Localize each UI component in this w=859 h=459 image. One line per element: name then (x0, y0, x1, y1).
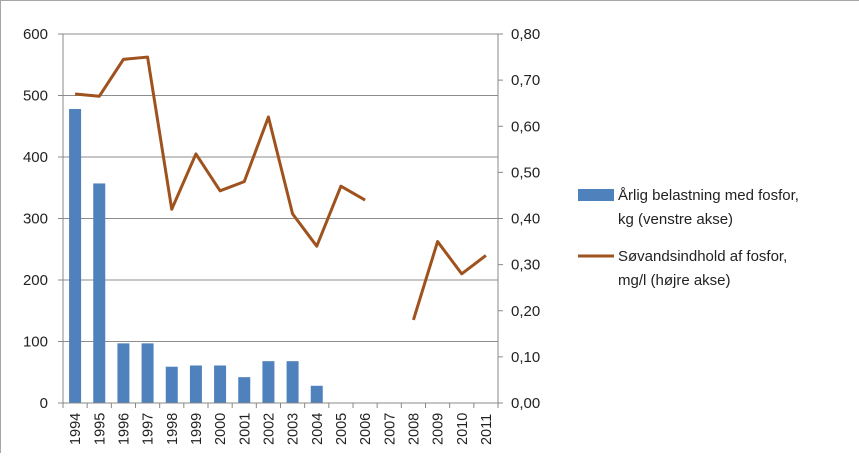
legend: Årlig belastning med fosfor, kg (venstre… (578, 187, 799, 289)
x-tick-label: 2010 (455, 413, 471, 445)
line-series (75, 57, 486, 320)
right-tick-label: 0,80 (511, 26, 540, 43)
x-tick-label: 1994 (68, 413, 84, 445)
left-tick-label: 100 (23, 334, 48, 351)
x-tick-label: 2009 (431, 413, 447, 445)
left-tick-label: 200 (23, 272, 48, 289)
legend-bar-label-line1: Årlig belastning med fosfor, (618, 187, 799, 204)
legend-bar-label-line2: kg (venstre akse) (618, 211, 733, 228)
x-tick-label: 2003 (286, 413, 302, 445)
right-tick-label: 0,50 (511, 164, 540, 181)
left-tick-label: 0 (40, 395, 48, 412)
legend-line-label-line2: mg/l (højre akse) (618, 272, 731, 289)
x-tick-label: 1996 (116, 413, 132, 445)
x-tick-label: 2000 (213, 413, 229, 445)
x-tick-label: 1998 (165, 413, 181, 445)
x-tick-label: 1999 (189, 413, 205, 445)
line-segment (413, 242, 486, 320)
left-tick-label: 600 (23, 26, 48, 43)
x-tick-label: 2008 (406, 413, 422, 445)
x-tick-label: 2007 (382, 413, 398, 445)
bar (287, 361, 299, 403)
x-axis-ticks: 1994 1995 1996 1997 1998 1999 2000 2001 2002 2003… (68, 413, 495, 445)
bar (214, 365, 226, 403)
x-tick-label: 1995 (92, 413, 108, 445)
bar (238, 377, 250, 403)
left-tick-label: 500 (23, 88, 48, 105)
x-tick-label: 2005 (334, 413, 350, 445)
bar (262, 361, 274, 403)
right-axis-ticks: 0,00 0,10 0,20 0,30 0,40 0,50 0,60 0,70 0,80 (511, 26, 540, 412)
right-tick-label: 0,40 (511, 211, 540, 228)
bar (142, 343, 154, 403)
right-tick-label: 0,70 (511, 72, 540, 89)
x-tick-label: 1997 (141, 413, 157, 445)
left-tick-label: 300 (23, 211, 48, 228)
gridlines (63, 34, 498, 342)
right-tick-label: 0,30 (511, 257, 540, 274)
left-axis-ticks: 0 100 200 300 400 500 600 (23, 26, 48, 412)
bar (93, 183, 105, 403)
legend-line-label-line1: Søvandsindhold af fosfor, (618, 248, 787, 265)
x-tick-label: 2002 (261, 413, 277, 445)
left-tick-label: 400 (23, 149, 48, 166)
bar (117, 343, 129, 403)
right-tick-label: 0,10 (511, 349, 540, 366)
bar (166, 367, 178, 403)
bar (69, 109, 81, 403)
line-segment (75, 57, 365, 246)
bar (190, 365, 202, 403)
x-tick-label: 2001 (237, 413, 253, 445)
right-tick-label: 0,60 (511, 118, 540, 135)
x-tick-label: 2004 (310, 413, 326, 445)
right-tick-label: 0,20 (511, 303, 540, 320)
legend-swatch-bar (578, 189, 614, 201)
bar (311, 386, 323, 403)
x-tick-label: 2006 (358, 413, 374, 445)
right-tick-label: 0,00 (511, 395, 540, 412)
x-tick-label: 2011 (479, 414, 495, 445)
